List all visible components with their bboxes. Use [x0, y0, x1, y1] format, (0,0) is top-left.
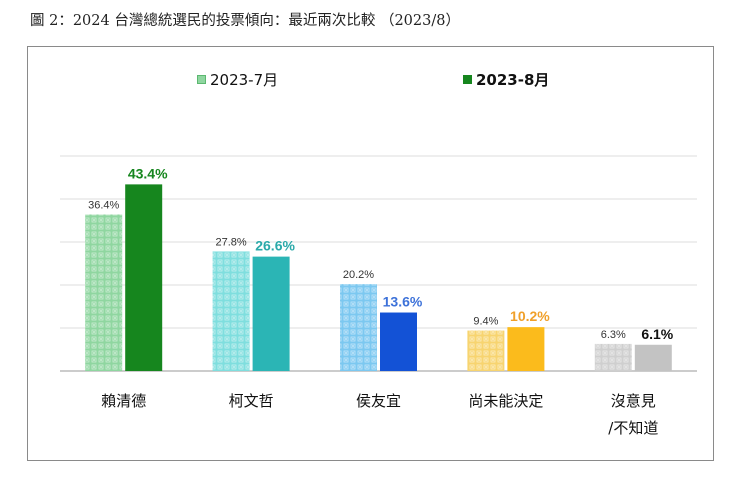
bar-2023-08: [380, 312, 417, 371]
category-label: /不知道: [608, 419, 658, 437]
category-label: 侯友宜: [356, 392, 401, 410]
legend-swatch-2023-08: [463, 74, 472, 84]
category-label: 沒意見: [611, 392, 656, 410]
data-label-2023-08: 6.1%: [641, 326, 673, 342]
bar-2023-08: [252, 256, 290, 371]
bar-2023-07-pattern: [467, 330, 505, 371]
data-label-2023-07: 36.4%: [88, 199, 119, 211]
category-label: 尚未能決定: [468, 392, 543, 410]
data-label-2023-07: 20.2%: [343, 269, 374, 281]
category-label: 賴清德: [101, 392, 146, 410]
bar-2023-07-pattern: [594, 343, 632, 371]
bar-2023-08: [507, 327, 545, 371]
data-label-2023-08: 43.4%: [128, 165, 168, 181]
legend-swatch-2023-07: [197, 74, 206, 84]
legend-label-2023-07: 2023-7月: [210, 70, 279, 89]
legend-item-2023-08: 2023-8月: [463, 67, 549, 91]
data-label-2023-07: 27.8%: [215, 236, 246, 248]
data-label-2023-08: 10.2%: [510, 308, 550, 324]
data-label-2023-07: 9.4%: [473, 316, 498, 328]
data-label-2023-08: 26.6%: [255, 238, 295, 254]
bar-2023-07-pattern: [85, 214, 123, 371]
data-label-2023-07: 6.3%: [601, 329, 626, 341]
bar-2023-08: [125, 184, 163, 371]
bar-2023-08: [634, 344, 672, 371]
bar-2023-07-pattern: [340, 284, 377, 371]
category-label: 柯文哲: [229, 392, 274, 410]
figure-title: 圖 2：2024 台灣總統選民的投票傾向：最近兩次比較 （2023/8）: [30, 13, 460, 29]
legend-item-2023-07: 2023-7月: [197, 67, 278, 91]
data-label-2023-08: 13.6%: [383, 294, 423, 310]
chart-frame: [27, 46, 714, 461]
legend-label-2023-08: 2023-8月: [476, 70, 550, 89]
bar-2023-07-pattern: [212, 251, 250, 371]
